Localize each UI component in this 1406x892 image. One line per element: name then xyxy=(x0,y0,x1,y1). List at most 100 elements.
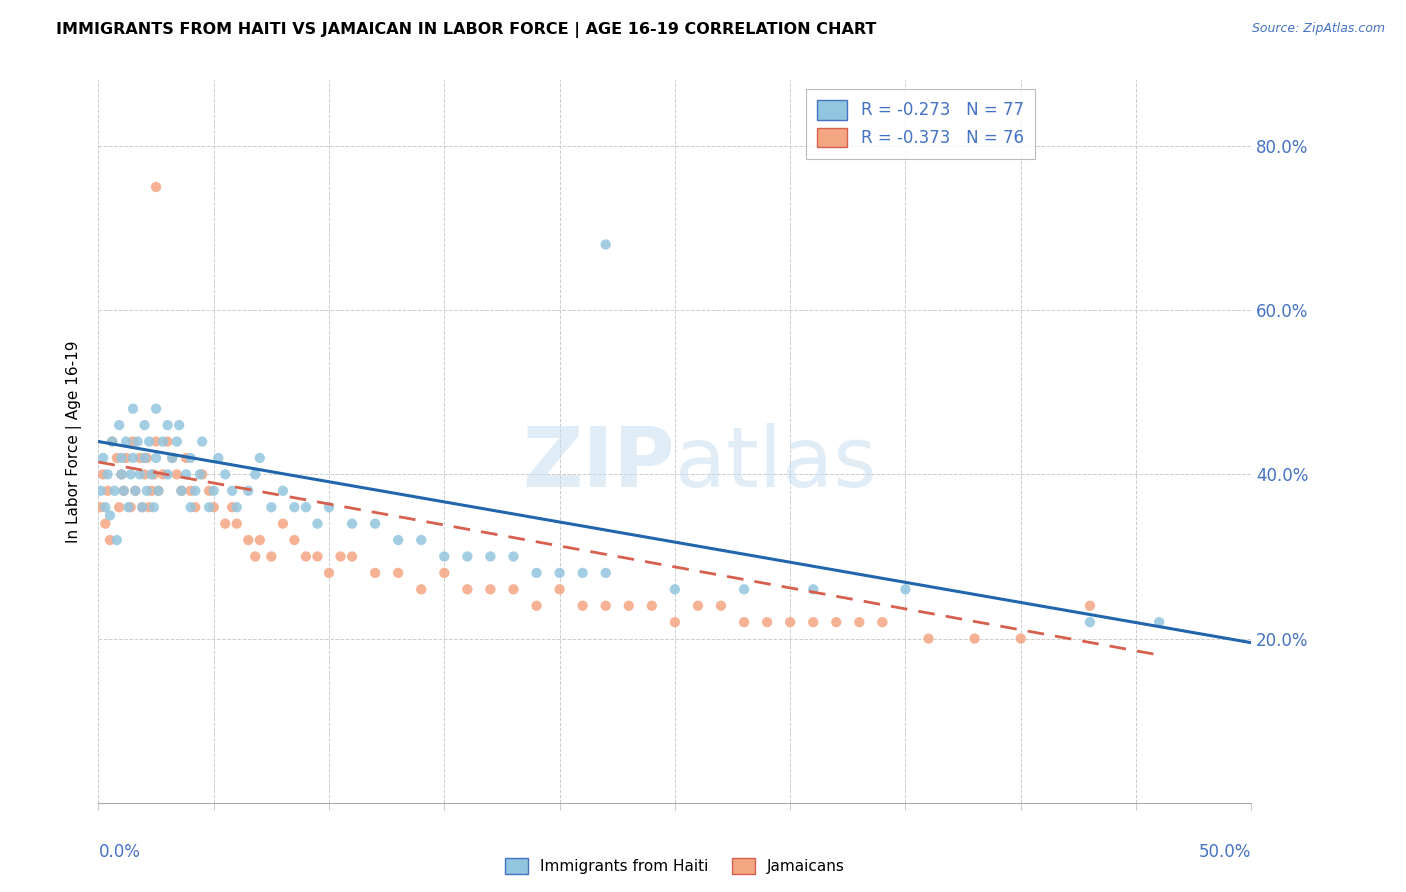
Point xyxy=(271,516,294,531)
Point xyxy=(110,450,132,465)
Point xyxy=(526,599,548,613)
Point xyxy=(131,500,153,515)
Point xyxy=(112,483,135,498)
Point xyxy=(156,434,179,449)
Point xyxy=(138,500,160,515)
Point xyxy=(307,516,329,531)
Point xyxy=(145,434,167,449)
Point xyxy=(245,467,267,482)
Point xyxy=(108,418,131,433)
Point xyxy=(90,483,112,498)
Point xyxy=(295,549,318,564)
Point xyxy=(917,632,939,646)
Point xyxy=(329,549,352,564)
Point xyxy=(160,450,183,465)
Point xyxy=(108,500,131,515)
Point xyxy=(124,483,146,498)
Point xyxy=(166,434,188,449)
Point xyxy=(548,582,571,597)
Point xyxy=(1010,632,1032,646)
Point xyxy=(387,566,409,580)
Point xyxy=(160,450,183,465)
Point xyxy=(340,549,363,564)
Point xyxy=(207,450,229,465)
Point xyxy=(122,450,145,465)
Point xyxy=(122,401,145,416)
Text: 50.0%: 50.0% xyxy=(1199,843,1251,861)
Point xyxy=(148,483,170,498)
Point xyxy=(779,615,801,630)
Point xyxy=(225,500,247,515)
Point xyxy=(97,467,120,482)
Point xyxy=(117,500,139,515)
Point xyxy=(156,467,179,482)
Point xyxy=(894,582,917,597)
Point xyxy=(433,549,456,564)
Point xyxy=(502,582,524,597)
Point xyxy=(112,483,135,498)
Point xyxy=(221,500,243,515)
Point xyxy=(364,566,387,580)
Point xyxy=(283,533,305,547)
Point xyxy=(180,450,202,465)
Point xyxy=(641,599,664,613)
Text: IMMIGRANTS FROM HAITI VS JAMAICAN IN LABOR FORCE | AGE 16-19 CORRELATION CHART: IMMIGRANTS FROM HAITI VS JAMAICAN IN LAB… xyxy=(56,22,876,38)
Point xyxy=(595,237,617,252)
Point xyxy=(411,582,433,597)
Point xyxy=(733,582,755,597)
Point xyxy=(110,467,132,482)
Point xyxy=(801,582,824,597)
Point xyxy=(145,401,167,416)
Point xyxy=(664,582,686,597)
Point xyxy=(98,533,121,547)
Point xyxy=(129,467,152,482)
Point xyxy=(191,467,214,482)
Point xyxy=(174,467,197,482)
Point xyxy=(801,615,824,630)
Point xyxy=(184,500,207,515)
Point xyxy=(120,500,142,515)
Point xyxy=(260,549,283,564)
Point xyxy=(318,500,340,515)
Point xyxy=(141,483,163,498)
Point xyxy=(479,549,502,564)
Point xyxy=(135,450,157,465)
Point xyxy=(115,434,138,449)
Point xyxy=(825,615,848,630)
Point xyxy=(202,500,225,515)
Point xyxy=(188,467,211,482)
Point xyxy=(124,483,146,498)
Point xyxy=(198,483,221,498)
Point xyxy=(502,549,524,564)
Y-axis label: In Labor Force | Age 16-19: In Labor Force | Age 16-19 xyxy=(66,340,83,543)
Point xyxy=(249,533,271,547)
Point xyxy=(103,483,125,498)
Point xyxy=(548,566,571,580)
Point xyxy=(202,483,225,498)
Point xyxy=(127,434,149,449)
Point xyxy=(848,615,870,630)
Point xyxy=(571,599,593,613)
Point xyxy=(249,450,271,465)
Point xyxy=(141,467,163,482)
Point xyxy=(387,533,409,547)
Point xyxy=(115,450,138,465)
Point xyxy=(191,434,214,449)
Point xyxy=(271,483,294,498)
Point xyxy=(1147,615,1170,630)
Point xyxy=(710,599,733,613)
Point xyxy=(94,500,117,515)
Point xyxy=(105,533,128,547)
Point xyxy=(98,508,121,523)
Point xyxy=(152,434,174,449)
Point xyxy=(97,483,120,498)
Point xyxy=(167,418,190,433)
Point xyxy=(238,483,260,498)
Point xyxy=(456,549,478,564)
Point xyxy=(142,500,165,515)
Point xyxy=(148,483,170,498)
Point xyxy=(180,483,202,498)
Point xyxy=(135,483,157,498)
Legend: R = -0.273   N = 77, R = -0.373   N = 76: R = -0.273 N = 77, R = -0.373 N = 76 xyxy=(806,88,1035,159)
Point xyxy=(664,615,686,630)
